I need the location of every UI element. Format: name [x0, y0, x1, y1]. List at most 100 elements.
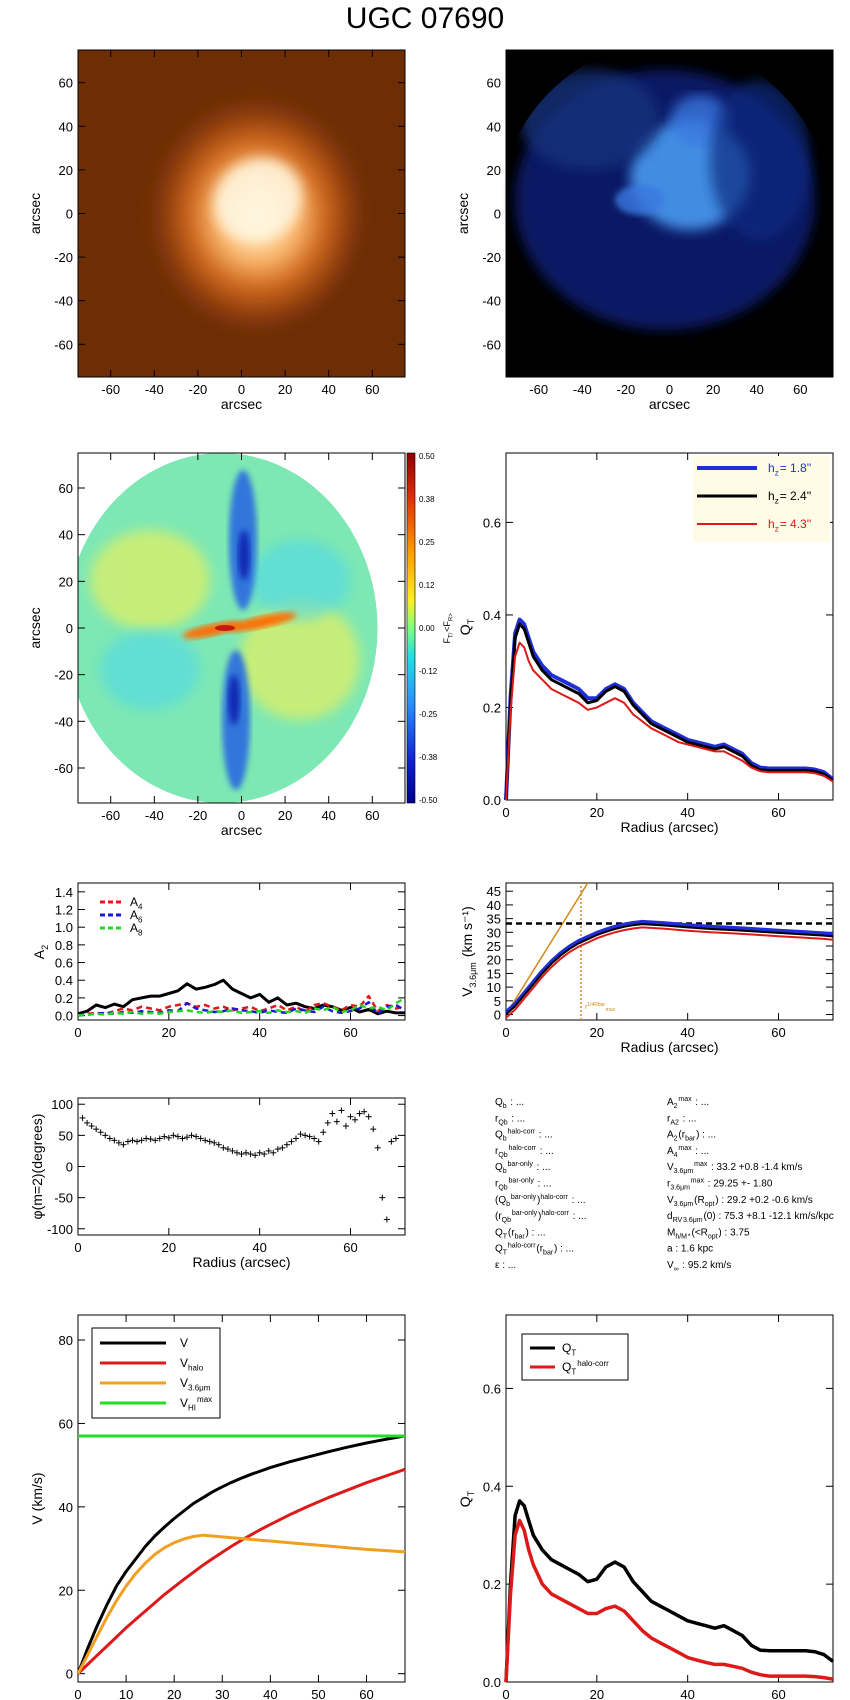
x-tick-label: 40	[263, 1687, 277, 1700]
x-tick-label: 20	[590, 1025, 604, 1040]
phase-point	[252, 1152, 259, 1159]
legend-label: hz = 2.4''	[768, 489, 811, 506]
phase-point	[392, 1135, 399, 1142]
phase-point	[129, 1137, 136, 1144]
y-tick-label: 40	[59, 528, 73, 543]
phase-point	[161, 1133, 168, 1140]
galaxy-orange-core	[214, 158, 302, 242]
phase-point	[374, 1144, 381, 1151]
force-cyan-lobe	[250, 540, 350, 620]
colorbar-tick-label: 0.00	[419, 624, 435, 633]
y-axis-label: arcsec	[455, 193, 471, 234]
phase-point	[306, 1133, 313, 1140]
y-tick-label: 50	[59, 1128, 73, 1143]
inner-slope-line	[505, 882, 589, 1015]
velocity-series-line	[76, 1434, 406, 1675]
colorbar-tick-label: -0.12	[419, 667, 438, 676]
phase-point	[311, 1135, 318, 1142]
y-tick-label: 100	[51, 1097, 73, 1112]
legend-label: A8	[130, 921, 143, 938]
phase-point	[283, 1141, 290, 1148]
y-tick-label: 35	[487, 912, 501, 927]
fourier-series-line	[77, 978, 405, 1016]
y-axis-label: V (km/s)	[29, 1472, 45, 1524]
y-tick-label: 0	[66, 1160, 73, 1175]
y-tick-label: 15	[487, 966, 501, 981]
phase-point	[88, 1123, 95, 1130]
y-tick-label: 60	[59, 1416, 73, 1431]
y-tick-label: 0.4	[483, 1479, 501, 1494]
x-tick-label: 0	[74, 1240, 81, 1255]
y-tick-label: 5	[494, 994, 501, 1009]
param-right-row: r3.6μm max : 29.25 +- 1.80	[667, 1178, 773, 1192]
phase-point	[115, 1139, 122, 1146]
plot-frame	[505, 882, 834, 1021]
phase-point	[206, 1138, 213, 1145]
x-tick-label: 60	[343, 1240, 357, 1255]
phase-point	[184, 1134, 190, 1141]
y-tick-label: -40	[482, 294, 501, 309]
x-tick-label: 40	[321, 382, 335, 397]
y-axis-label: arcsec	[27, 607, 43, 648]
param-left-row: rQb halo-corr : ...	[495, 1145, 554, 1159]
x-tick-label: 30	[215, 1687, 229, 1700]
plot-frame	[77, 882, 406, 1021]
phase-point	[79, 1114, 86, 1121]
y-tick-label: -60	[482, 337, 501, 352]
phase-point	[134, 1138, 141, 1145]
x-tick-label: 40	[680, 805, 694, 820]
force-red-bar	[227, 612, 297, 632]
y-tick-label: 0.0	[483, 1675, 501, 1690]
plot-frame	[77, 1314, 406, 1683]
plot-frame	[505, 452, 834, 801]
param-right-row: V∞ : 95.2 km/s	[667, 1260, 731, 1273]
y-tick-label: -40	[54, 714, 73, 729]
y-tick-label: 0.2	[483, 1577, 501, 1592]
x-tick-label: 20	[162, 1025, 176, 1040]
legend-label: hz = 1.8''	[768, 461, 811, 478]
param-left-row: QT halo-corr (rbar ) : ...	[495, 1243, 574, 1257]
qt-hz-series-line	[504, 622, 834, 801]
legend-label: hz = 4.3''	[768, 517, 811, 534]
y-tick-label: 40	[59, 119, 73, 134]
colorbar-tick-label: 0.50	[419, 452, 435, 461]
colorbar-tick-label: -0.50	[419, 796, 438, 805]
param-right-row: rA2 : ...	[667, 1113, 696, 1126]
phase-point	[274, 1146, 281, 1153]
x-tick-label: 60	[365, 808, 379, 823]
phase-point	[202, 1137, 209, 1144]
force-darkblue-core	[238, 530, 250, 580]
phase-point	[342, 1123, 349, 1130]
x-tick-label: 20	[278, 808, 292, 823]
legend-label: A4	[130, 895, 143, 912]
x-tick-label: -20	[189, 808, 208, 823]
x-tick-label: 60	[771, 1687, 785, 1700]
phase-point	[324, 1119, 331, 1126]
param-right-row: A4 max : ...	[667, 1145, 709, 1159]
x-tick-label: 60	[365, 382, 379, 397]
y-tick-label: 0.2	[483, 700, 501, 715]
blue-knot	[615, 185, 665, 215]
force-yellow-lobe	[90, 530, 210, 630]
plot-frame	[77, 1097, 406, 1236]
blue-disk	[515, 70, 815, 330]
phase-point	[220, 1144, 227, 1151]
phase-point	[247, 1151, 254, 1158]
phase-point	[111, 1137, 118, 1144]
y-tick-label: 20	[487, 163, 501, 178]
fourier-series-line	[77, 994, 406, 1017]
y-tick-label: 1.2	[55, 903, 73, 918]
legend-label: VHI max	[180, 1395, 213, 1412]
phase-point	[347, 1113, 354, 1120]
param-left-row: QT (rbar ) : ...	[495, 1227, 546, 1240]
param-right-row: A2 (rbar ) : ...	[667, 1130, 716, 1143]
y-tick-label: 45	[487, 884, 501, 899]
phase-point	[333, 1118, 340, 1125]
phase-point	[102, 1132, 109, 1139]
y-tick-label: -20	[54, 250, 73, 265]
y-tick-label: -20	[482, 250, 501, 265]
param-left-row: Qb halo-corr : ...	[495, 1129, 553, 1143]
x-tick-label: 20	[590, 805, 604, 820]
legend-label: A6	[130, 908, 143, 925]
